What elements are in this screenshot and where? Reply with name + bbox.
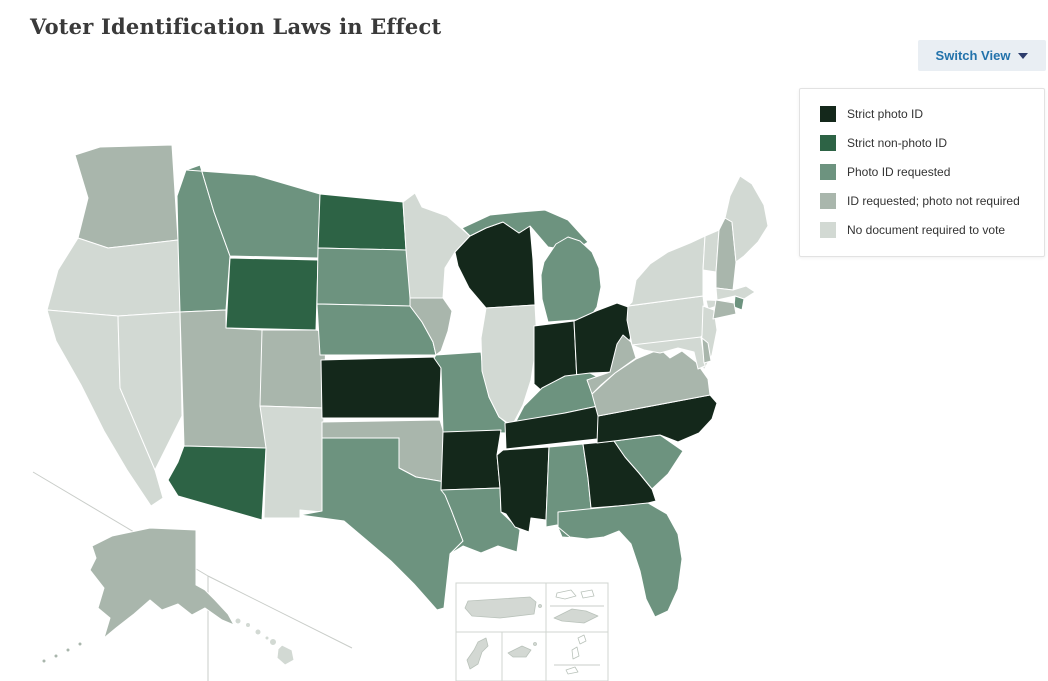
state-FL[interactable] xyxy=(557,502,683,618)
legend-item-no-document-required: No document required to vote xyxy=(820,222,1030,238)
state-VA[interactable] xyxy=(591,348,711,417)
state-CT[interactable] xyxy=(712,299,737,320)
state-NY[interactable] xyxy=(627,235,706,307)
state-IA[interactable] xyxy=(409,297,453,356)
legend-item-strict-photo-id: Strict photo ID xyxy=(820,106,1030,122)
state-DE[interactable] xyxy=(701,337,712,364)
territory-northern-mariana[interactable] xyxy=(577,634,587,645)
state-NM[interactable] xyxy=(259,405,325,519)
legend-item-photo-id-requested: Photo ID requested xyxy=(820,164,1030,180)
legend-swatch-strict-non-photo-id xyxy=(820,135,836,151)
state-UT[interactable] xyxy=(179,309,267,449)
legend-label: ID requested; photo not required xyxy=(847,194,1020,208)
state-NV[interactable] xyxy=(117,311,183,471)
state-MA[interactable] xyxy=(715,285,756,301)
chevron-down-icon xyxy=(1018,52,1029,59)
territory-american-samoa[interactable] xyxy=(533,642,537,646)
territory-guam[interactable] xyxy=(466,637,489,670)
state-AK[interactable] xyxy=(41,658,47,664)
territory-virgin-islands[interactable] xyxy=(553,608,599,624)
state-AK[interactable] xyxy=(65,647,71,653)
state-CO[interactable] xyxy=(259,329,327,409)
state-WV[interactable] xyxy=(586,334,637,395)
state-OR[interactable] xyxy=(46,237,181,317)
legend-label: Strict photo ID xyxy=(847,107,924,121)
state-ND[interactable] xyxy=(317,193,407,251)
legend-label: No document required to vote xyxy=(847,223,1006,237)
state-AK[interactable] xyxy=(89,527,235,639)
state-SC[interactable] xyxy=(613,434,684,490)
inset-divider-line xyxy=(207,575,353,649)
state-HI[interactable] xyxy=(264,635,270,641)
switch-view-label: Switch View xyxy=(935,48,1011,63)
territory-northern-mariana[interactable] xyxy=(571,646,580,660)
territory-virgin-islands[interactable] xyxy=(555,589,577,600)
legend-swatch-photo-id-requested xyxy=(820,164,836,180)
territory-puerto-rico[interactable] xyxy=(464,596,537,619)
map-legend: Strict photo ID Strict non-photo ID Phot… xyxy=(799,88,1045,257)
switch-view-button[interactable]: Switch View xyxy=(918,40,1046,71)
territory-puerto-rico[interactable] xyxy=(538,604,542,608)
state-HI[interactable] xyxy=(269,638,277,646)
state-HI[interactable] xyxy=(245,622,251,628)
territory-american-samoa[interactable] xyxy=(507,645,532,658)
territory-northern-mariana[interactable] xyxy=(565,666,579,675)
state-NC[interactable] xyxy=(596,394,718,444)
page-title: Voter Identification Laws in Effect xyxy=(30,14,442,39)
state-AK[interactable] xyxy=(77,641,83,647)
legend-label: Photo ID requested xyxy=(847,165,951,179)
state-MT[interactable] xyxy=(185,164,321,259)
legend-item-id-requested-no-photo: ID requested; photo not required xyxy=(820,193,1030,209)
state-HI[interactable] xyxy=(234,617,242,625)
inset-box-northern-mariana xyxy=(545,631,609,681)
state-MN[interactable] xyxy=(402,192,471,299)
state-RI[interactable] xyxy=(733,295,745,311)
state-AK[interactable] xyxy=(53,653,59,659)
state-SD[interactable] xyxy=(316,247,413,307)
legend-swatch-no-document-required xyxy=(820,222,836,238)
state-HI[interactable] xyxy=(276,644,295,666)
state-AZ[interactable] xyxy=(167,445,267,521)
legend-swatch-id-requested-no-photo xyxy=(820,193,836,209)
state-WA[interactable] xyxy=(74,144,179,249)
state-MI[interactable] xyxy=(540,236,602,323)
state-ME[interactable] xyxy=(724,175,769,263)
legend-item-strict-non-photo-id: Strict non-photo ID xyxy=(820,135,1030,151)
inset-box-virgin-islands xyxy=(545,582,609,633)
state-AR[interactable] xyxy=(440,429,502,491)
state-WY[interactable] xyxy=(225,257,319,331)
legend-swatch-strict-photo-id xyxy=(820,106,836,122)
state-HI[interactable] xyxy=(254,628,262,636)
state-TX[interactable] xyxy=(299,437,464,611)
state-KS[interactable] xyxy=(320,356,442,419)
territory-virgin-islands[interactable] xyxy=(580,589,595,599)
legend-label: Strict non-photo ID xyxy=(847,136,948,150)
